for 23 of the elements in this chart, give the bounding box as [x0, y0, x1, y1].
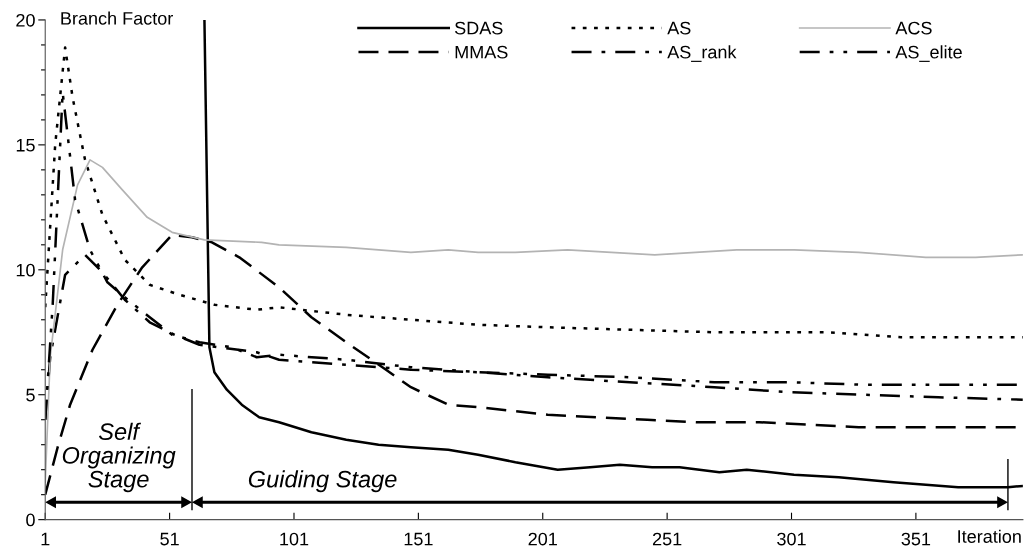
annotation: Self Organizing Stage: [62, 422, 176, 493]
legend-label: AS: [667, 21, 691, 35]
legend-label: MMAS: [455, 45, 508, 59]
x-tick-label: 351: [901, 532, 931, 546]
legend-label: ACS: [895, 21, 932, 35]
x-tick-label: 251: [652, 532, 682, 546]
x-tick-label: 1: [41, 532, 50, 546]
legend-label: AS_elite: [895, 45, 962, 62]
y-tick-label: 0: [26, 513, 35, 527]
x-tick-label: 301: [777, 532, 806, 546]
annotation: Guiding Stage: [248, 470, 397, 493]
legend-label: AS_rank: [667, 45, 737, 62]
y-tick-label: 15: [16, 138, 35, 152]
x-tick-label: 51: [160, 532, 179, 546]
y-tick-label: 10: [16, 263, 35, 277]
y-tick-label: 5: [26, 388, 35, 402]
legend-label: SDAS: [455, 21, 503, 35]
x-tick-label: 151: [404, 532, 433, 546]
y-tick-label: 20: [16, 13, 35, 27]
y-axis-title: Branch Factor: [61, 11, 173, 25]
x-axis-title: Iteration: [958, 529, 1021, 543]
x-tick-label: 101: [280, 532, 309, 546]
x-tick-label: 201: [528, 532, 557, 546]
